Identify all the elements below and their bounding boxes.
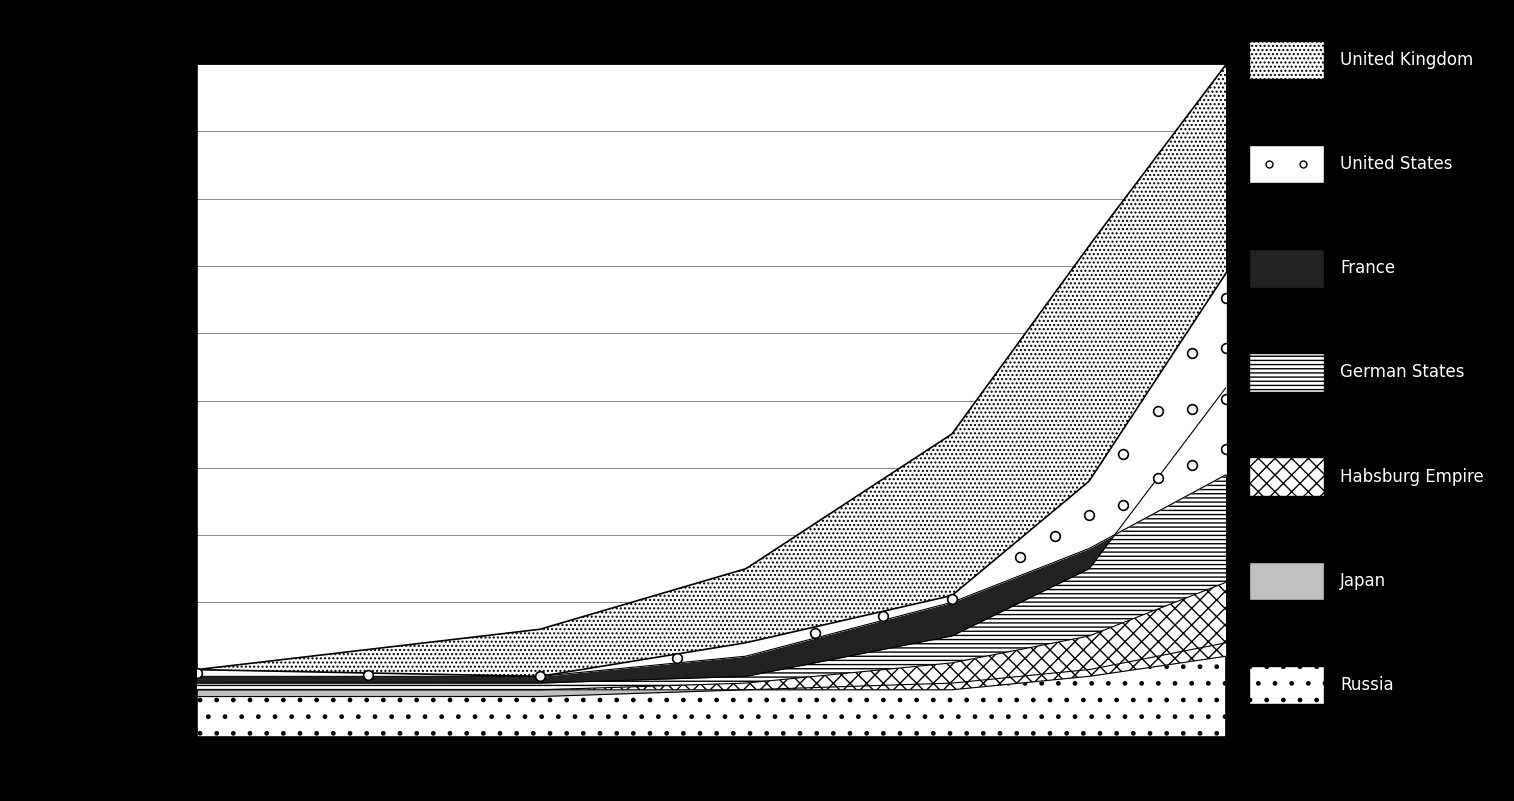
Text: Per Capita Industrialization: Per Capita Industrialization: [53, 293, 68, 508]
Text: France: France: [1340, 260, 1394, 277]
Text: United Kingdom: United Kingdom: [1340, 51, 1473, 69]
Text: Habsburg Empire: Habsburg Empire: [1340, 468, 1484, 485]
FancyBboxPatch shape: [1249, 41, 1323, 79]
FancyBboxPatch shape: [1249, 353, 1323, 392]
Text: Japan: Japan: [1340, 572, 1385, 590]
FancyBboxPatch shape: [1249, 562, 1323, 600]
Text: United States: United States: [1340, 155, 1452, 173]
Text: Russia: Russia: [1340, 676, 1393, 694]
FancyBboxPatch shape: [1249, 457, 1323, 496]
Text: PER CAPITA AMOUNT OF INDUSTRIALIZATION, 1750-1900: PER CAPITA AMOUNT OF INDUSTRIALIZATION, …: [468, 32, 955, 47]
FancyBboxPatch shape: [1249, 249, 1323, 288]
Text: German States: German States: [1340, 364, 1464, 381]
Text: Relative to UK Level in 1900: Relative to UK Level in 1900: [107, 301, 120, 500]
FancyBboxPatch shape: [1249, 145, 1323, 183]
FancyBboxPatch shape: [1249, 666, 1323, 704]
